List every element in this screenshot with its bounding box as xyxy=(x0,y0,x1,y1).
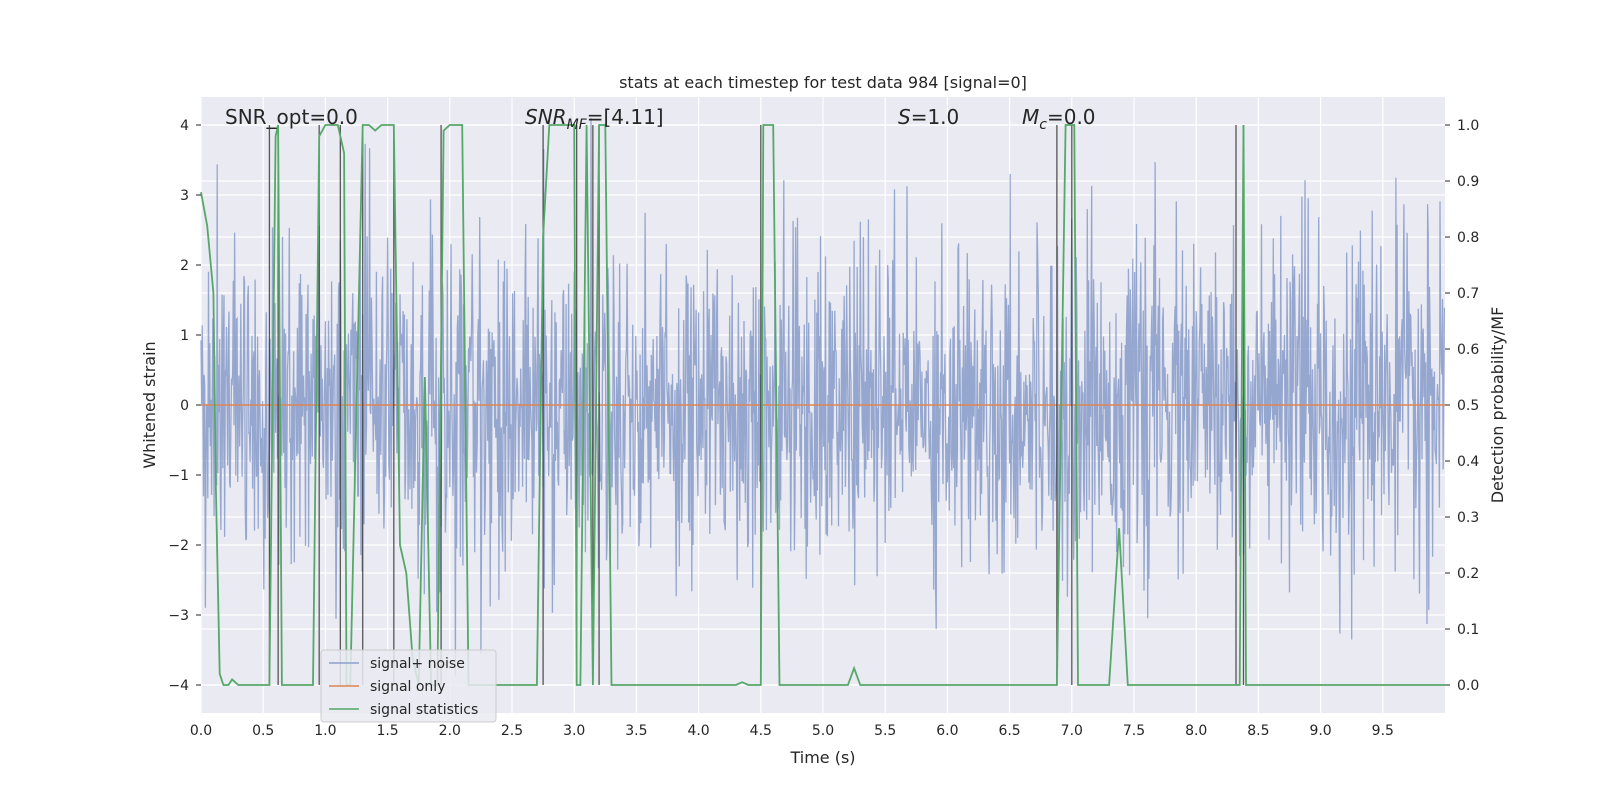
chart-title: stats at each timestep for test data 984… xyxy=(619,73,1027,92)
y-tick-label: −2 xyxy=(168,538,189,554)
s-annotation: S=1.0 xyxy=(898,105,959,129)
x-tick-label: 4.5 xyxy=(750,723,772,739)
x-tick-label: 0.5 xyxy=(252,723,274,739)
x-axis-ticks: 0.0 0.5 1.0 1.5 2.0 2.5 3.0 3.5 4.0 4.5 5.0 5.5 6.0 6… xyxy=(190,723,1394,739)
y-axis-label: Whitened strain xyxy=(140,341,159,468)
y2-tick-label: 0.3 xyxy=(1457,510,1479,526)
y2-tick-label: 0.0 xyxy=(1457,678,1479,694)
signal-statistics-series xyxy=(200,124,1445,686)
x-tick-label: 2.0 xyxy=(439,723,461,739)
y-tick-label: −4 xyxy=(168,678,189,694)
x-tick-label: 3.5 xyxy=(625,723,647,739)
x-tick-label: 5.0 xyxy=(812,723,834,739)
legend-label-statistics: signal statistics xyxy=(370,702,478,718)
x-tick-label: 8.5 xyxy=(1247,723,1269,739)
x-tick-label: 8.0 xyxy=(1185,723,1207,739)
noise-trace xyxy=(200,117,1446,677)
x-axis-label: Time (s) xyxy=(789,748,855,767)
x-tick-label: 5.5 xyxy=(874,723,896,739)
y-tick-label: −1 xyxy=(168,468,189,484)
x-tick-label: 1.5 xyxy=(376,723,398,739)
y-tick-label: 0 xyxy=(180,398,189,414)
y2-tick-label: 0.9 xyxy=(1457,174,1479,190)
legend: signal+ noise signal only signal statist… xyxy=(320,649,497,723)
x-tick-label: 2.5 xyxy=(501,723,523,739)
x-tick-label: 0.0 xyxy=(190,723,212,739)
x-tick-label: 1.0 xyxy=(314,723,336,739)
y-tick-label: 2 xyxy=(180,258,189,274)
y2-tick-label: 0.4 xyxy=(1457,454,1479,470)
x-tick-label: 6.0 xyxy=(936,723,958,739)
y2-tick-label: 0.6 xyxy=(1457,342,1479,358)
x-tick-label: 9.0 xyxy=(1309,723,1331,739)
y2-tick-label: 0.1 xyxy=(1457,622,1479,638)
legend-box xyxy=(320,649,497,723)
y2-tick-label: 0.5 xyxy=(1457,398,1479,414)
x-tick-label: 7.5 xyxy=(1123,723,1145,739)
y2-tick-label: 0.7 xyxy=(1457,286,1479,302)
y2-tick-label: 0.2 xyxy=(1457,566,1479,582)
x-tick-label: 4.0 xyxy=(687,723,709,739)
legend-label-signal-only: signal only xyxy=(370,679,445,695)
y-tick-label: 4 xyxy=(180,118,189,134)
x-tick-label: 7.0 xyxy=(1061,723,1083,739)
y-tick-label: −3 xyxy=(168,608,189,624)
y2-axis-label: Detection probability/MF xyxy=(1488,307,1507,504)
y2-tick-label: 0.8 xyxy=(1457,230,1479,246)
snr-opt-annotation: SNR_opt=0.0 xyxy=(225,105,358,129)
y-axis-ticks: 4 3 2 1 0 −1 −2 −3 −4 xyxy=(168,118,201,694)
y-tick-label: 1 xyxy=(180,328,189,344)
x-tick-label: 6.5 xyxy=(998,723,1020,739)
legend-label-noise: signal+ noise xyxy=(370,656,465,672)
signal-plus-noise-series xyxy=(200,117,1446,677)
y2-tick-label: 1.0 xyxy=(1457,118,1479,134)
x-tick-label: 9.5 xyxy=(1372,723,1394,739)
statistics-line xyxy=(200,124,1445,686)
mc-annotation: Mc=0.0 xyxy=(1022,105,1096,133)
y-tick-label: 3 xyxy=(180,188,189,204)
snr-mf-annotation: SNRMF=[4.11] xyxy=(525,105,664,133)
x-tick-label: 3.0 xyxy=(563,723,585,739)
y2-axis-ticks: 1.0 0.9 0.8 0.7 0.6 0.5 0.4 0.3 0.2 0.1 0.0 xyxy=(1445,118,1479,694)
